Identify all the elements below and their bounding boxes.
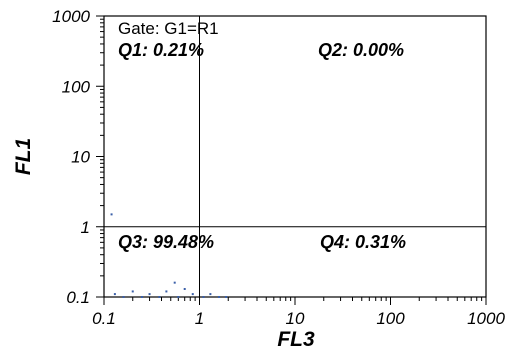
quadrant-q1-label: Q1: 0.21% bbox=[118, 40, 204, 60]
data-point bbox=[113, 293, 116, 296]
data-point bbox=[177, 296, 180, 298]
quadrant-q4-label: Q4: 0.31% bbox=[320, 232, 406, 252]
x-tick-label: 1000 bbox=[467, 309, 505, 328]
x-tick-label: 100 bbox=[376, 309, 405, 328]
y-tick-label: 1 bbox=[81, 218, 90, 237]
data-point bbox=[183, 287, 186, 290]
data-point bbox=[173, 281, 176, 284]
quadrant-q3-label: Q3: 99.48% bbox=[118, 232, 214, 252]
gate-label: Gate: G1=R1 bbox=[118, 19, 219, 38]
data-point bbox=[191, 293, 194, 296]
data-point bbox=[148, 293, 151, 296]
x-tick-label: 1 bbox=[195, 309, 204, 328]
data-point bbox=[209, 293, 212, 296]
quadrant-q2-label: Q2: 0.00% bbox=[318, 40, 404, 60]
data-point bbox=[225, 296, 228, 298]
data-point bbox=[131, 290, 134, 293]
data-point bbox=[158, 296, 161, 298]
x-tick-label: 10 bbox=[286, 309, 305, 328]
y-tick-label: 1000 bbox=[52, 7, 90, 26]
y-tick-label: 100 bbox=[62, 77, 91, 96]
data-point bbox=[217, 296, 220, 298]
x-tick-label: 0.1 bbox=[92, 309, 116, 328]
data-point bbox=[202, 296, 205, 298]
data-point bbox=[141, 296, 144, 298]
data-point bbox=[122, 296, 125, 298]
data-point bbox=[110, 213, 113, 216]
x-axis-title: FL3 bbox=[277, 328, 315, 351]
data-point bbox=[165, 290, 168, 293]
y-axis-title: FL1 bbox=[12, 138, 35, 175]
y-tick-label: 10 bbox=[71, 148, 90, 167]
y-tick-label: 0.1 bbox=[66, 288, 90, 307]
